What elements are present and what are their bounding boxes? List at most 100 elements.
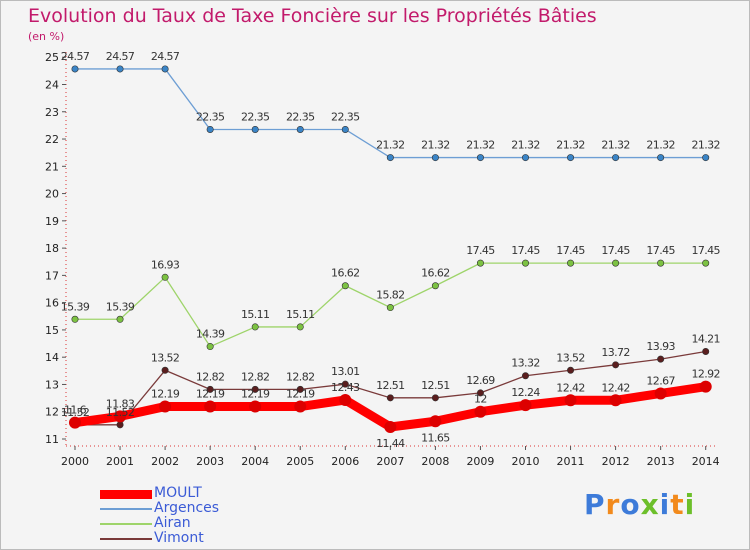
data-label-vimont: 12.82 <box>241 370 270 383</box>
y-tick-label: 19 <box>45 215 59 228</box>
data-label-airan: 15.82 <box>376 289 405 302</box>
legend-swatch <box>100 508 152 510</box>
data-label-moult: 12.19 <box>151 388 180 401</box>
chart-title: Evolution du Taux de Taxe Foncière sur l… <box>28 5 597 27</box>
data-point-airan <box>116 315 124 323</box>
data-label-moult: 12.42 <box>601 381 630 394</box>
data-point-moult <box>609 394 622 407</box>
data-point-argences <box>71 65 79 73</box>
data-label-vimont: 12.51 <box>421 379 450 392</box>
data-point-moult <box>474 405 487 418</box>
y-tick-label: 23 <box>45 106 59 119</box>
data-label-moult: 11.44 <box>376 437 405 450</box>
data-label-airan: 16.62 <box>331 267 360 280</box>
data-label-argences: 21.32 <box>691 139 720 152</box>
x-tick-label: 2007 <box>376 455 404 468</box>
legend-item-airan: Airan <box>100 515 300 531</box>
data-point-airan <box>431 282 439 290</box>
data-label-vimont: 12.69 <box>466 374 495 387</box>
data-label-argences: 22.35 <box>331 110 360 123</box>
x-tick-label: 2014 <box>692 455 720 468</box>
data-point-airan <box>386 304 394 312</box>
data-label-moult: 12.24 <box>511 386 540 399</box>
data-label-airan: 15.11 <box>241 308 270 321</box>
y-tick-label: 18 <box>45 242 59 255</box>
y-tick-label: 15 <box>45 324 59 337</box>
y-tick-label: 13 <box>45 378 59 391</box>
data-point-vimont <box>296 385 304 393</box>
data-point-airan <box>161 273 169 281</box>
data-point-airan <box>341 282 349 290</box>
x-tick-label: 2009 <box>466 455 494 468</box>
data-label-airan: 17.45 <box>601 244 630 257</box>
y-tick-label: 20 <box>45 188 59 201</box>
data-point-moult <box>114 410 127 423</box>
data-point-vimont <box>567 366 575 374</box>
y-tick-label: 21 <box>45 160 59 173</box>
data-label-vimont: 11.52 <box>106 406 135 419</box>
data-point-argences <box>431 154 439 162</box>
x-tick-label: 2005 <box>286 455 314 468</box>
data-point-moult <box>429 415 442 428</box>
legend-swatch <box>100 523 152 525</box>
data-point-vimont <box>612 361 620 369</box>
data-point-moult <box>564 394 577 407</box>
data-point-moult <box>69 416 81 429</box>
proxiti-logo: Proxiti <box>584 488 696 521</box>
data-point-argences <box>206 125 214 133</box>
data-label-moult: 11.6 <box>64 404 87 417</box>
legend-swatch <box>100 538 152 540</box>
data-label-moult: 12.19 <box>286 388 315 401</box>
y-tick-label: 24 <box>45 78 59 91</box>
data-point-argences <box>521 154 529 162</box>
x-tick-label: 2000 <box>61 455 89 468</box>
data-label-airan: 17.45 <box>556 244 585 257</box>
data-point-moult <box>699 380 712 393</box>
data-point-airan <box>612 259 620 267</box>
data-point-vimont <box>431 394 439 402</box>
data-point-vimont <box>476 389 484 397</box>
x-tick-label: 2010 <box>512 455 540 468</box>
data-point-vimont <box>702 347 710 355</box>
data-label-vimont: 13.52 <box>556 351 585 364</box>
data-label-argences: 21.32 <box>421 139 450 152</box>
data-point-vimont <box>386 394 394 402</box>
x-tick-label: 2011 <box>557 455 585 468</box>
data-label-moult: 12.19 <box>196 388 225 401</box>
data-label-airan: 16.62 <box>421 267 450 280</box>
data-point-moult <box>249 400 262 413</box>
data-point-argences <box>161 65 169 73</box>
y-tick-label: 22 <box>45 133 59 146</box>
legend-item-moult: MOULT <box>100 485 300 501</box>
data-label-argences: 21.32 <box>601 139 630 152</box>
data-point-vimont <box>206 385 214 393</box>
data-label-airan: 15.39 <box>61 300 90 313</box>
data-point-moult <box>204 400 217 413</box>
data-label-argences: 21.32 <box>376 139 405 152</box>
legend-label: Vimont <box>154 530 204 546</box>
data-point-airan <box>476 259 484 267</box>
data-point-vimont <box>341 380 349 388</box>
data-labels: 11.6 11.83 12.19 12.19 12.19 12.19 12.43 11.44 1… <box>61 50 721 450</box>
data-point-airan <box>657 259 665 267</box>
data-label-argences: 22.35 <box>196 110 225 123</box>
data-label-argences: 24.57 <box>61 50 90 63</box>
y-tick-label: 16 <box>45 297 59 310</box>
data-label-argences: 22.35 <box>241 110 270 123</box>
y-tick-label: 17 <box>45 269 59 282</box>
x-tick-label: 2002 <box>151 455 179 468</box>
y-tick-label: 12 <box>45 406 59 419</box>
data-label-airan: 17.45 <box>691 244 720 257</box>
x-tick-label: 2013 <box>647 455 675 468</box>
data-label-airan: 17.45 <box>466 244 495 257</box>
legend-item-argences: Argences <box>100 500 300 516</box>
data-label-argences: 21.32 <box>511 139 540 152</box>
data-label-airan: 15.39 <box>106 300 135 313</box>
data-label-argences: 24.57 <box>106 50 135 63</box>
legend-swatch <box>100 490 152 499</box>
data-point-airan <box>71 315 79 323</box>
data-label-argences: 24.57 <box>151 50 180 63</box>
data-point-argences <box>657 154 665 162</box>
data-point-airan <box>702 259 710 267</box>
